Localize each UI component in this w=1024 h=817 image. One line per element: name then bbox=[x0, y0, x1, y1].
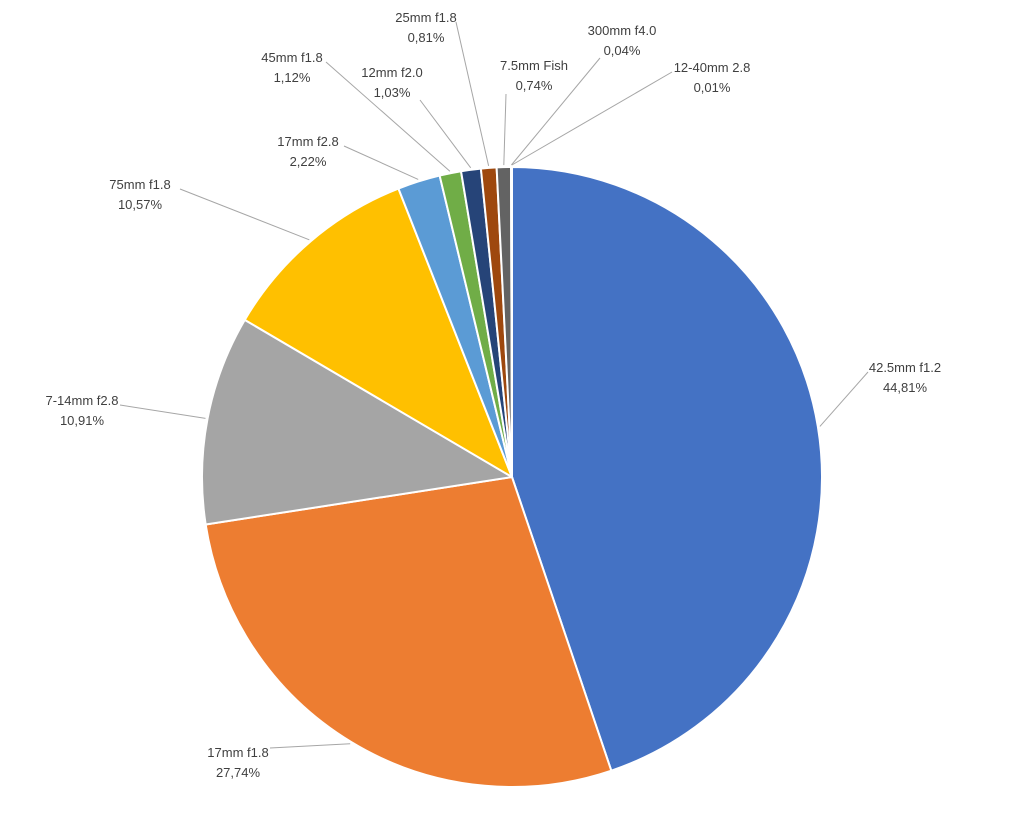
slice-value-17mm-f2-8: 2,22% bbox=[290, 154, 327, 169]
leader-line-12-40mm-2-8 bbox=[511, 71, 673, 166]
leader-line-7-14mm-f2-8 bbox=[119, 404, 206, 419]
slice-value-45mm-f1-8: 1,12% bbox=[274, 70, 311, 85]
leader-line-12mm-f2-0 bbox=[419, 99, 472, 169]
slice-value-300mm-f4-0: 0,04% bbox=[604, 43, 641, 58]
data-labels: 42.5mm f1.2 44,81% 17mm f1.8 27,74% 7-14mm f… bbox=[46, 10, 942, 780]
slice-value-17mm-f1-8: 27,74% bbox=[216, 765, 261, 780]
slice-label-12mm-f2-0: 12mm f2.0 bbox=[361, 65, 422, 80]
pie-slice-17mm-f1-8 bbox=[204, 476, 613, 788]
pie-slices bbox=[201, 165, 823, 788]
pie-slice-7-14mm-f2-8 bbox=[201, 318, 513, 526]
slice-label-17mm-f1-8: 17mm f1.8 bbox=[207, 745, 268, 760]
slice-label-25mm-f1-8: 25mm f1.8 bbox=[395, 10, 456, 25]
leader-line-7-5mm-fish bbox=[503, 93, 507, 166]
slice-value-75mm-f1-8: 10,57% bbox=[118, 197, 163, 212]
slice-label-17mm-f2-8: 17mm f2.8 bbox=[277, 134, 338, 149]
slice-value-12mm-f2-0: 1,03% bbox=[374, 85, 411, 100]
slice-value-7-14mm-f2-8: 10,91% bbox=[60, 413, 105, 428]
slice-label-7-14mm-f2-8: 7-14mm f2.8 bbox=[46, 393, 119, 408]
leader-line-25mm-f1-8 bbox=[455, 21, 490, 167]
leader-line-17mm-f1-8 bbox=[269, 743, 351, 749]
slice-value-12-40mm-2-8: 0,01% bbox=[694, 80, 731, 95]
slice-label-75mm-f1-8: 75mm f1.8 bbox=[109, 177, 170, 192]
pie-slice-42-5mm-f1-2 bbox=[511, 166, 823, 772]
slice-value-25mm-f1-8: 0,81% bbox=[408, 30, 445, 45]
slice-value-7-5mm-fish: 0,74% bbox=[516, 78, 553, 93]
slice-label-42-5mm-f1-2: 42.5mm f1.2 bbox=[869, 360, 941, 375]
slice-value-42-5mm-f1-2: 44,81% bbox=[883, 380, 928, 395]
slice-label-12-40mm-2-8: 12-40mm 2.8 bbox=[674, 60, 751, 75]
pie-slice-75mm-f1-8 bbox=[243, 187, 513, 478]
slice-label-45mm-f1-8: 45mm f1.8 bbox=[261, 50, 322, 65]
leader-line-42-5mm-f1-2 bbox=[819, 371, 869, 427]
leader-line-45mm-f1-8 bbox=[325, 61, 451, 172]
leader-line-17mm-f2-8 bbox=[343, 145, 419, 180]
leader-line-300mm-f4-0 bbox=[511, 57, 601, 166]
slice-label-7-5mm-fish: 7.5mm Fish bbox=[500, 58, 568, 73]
slice-label-300mm-f4-0: 300mm f4.0 bbox=[588, 23, 657, 38]
leader-line-75mm-f1-8 bbox=[179, 188, 310, 241]
leader-lines bbox=[119, 21, 869, 749]
